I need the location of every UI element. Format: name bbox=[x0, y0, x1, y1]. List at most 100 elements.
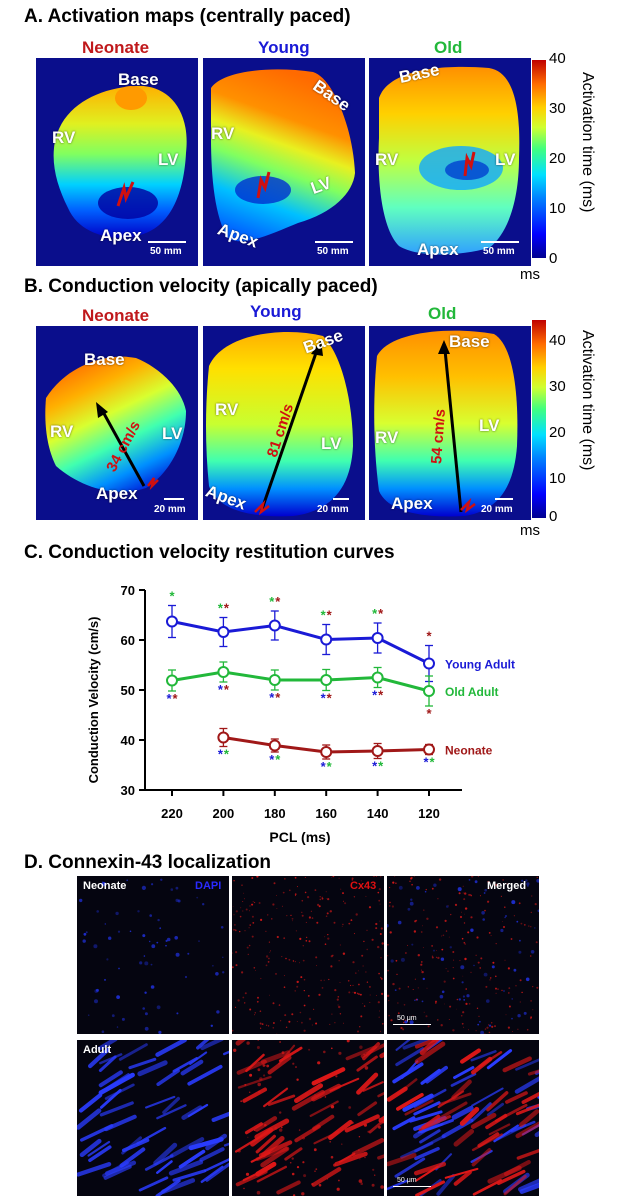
x-tick-label: 160 bbox=[315, 806, 337, 821]
significance-star: * bbox=[269, 594, 275, 609]
section-d-title: D. Connexin-43 localization bbox=[24, 852, 272, 873]
colorbar-a bbox=[532, 60, 546, 258]
significance-star: * bbox=[378, 688, 384, 703]
data-point bbox=[423, 657, 435, 670]
y-tick-label: 50 bbox=[121, 683, 135, 698]
label-rv: RV bbox=[375, 150, 399, 169]
colorbar-a-tick: 40 bbox=[549, 50, 566, 67]
group-label-old-a: Old bbox=[434, 38, 463, 57]
scale-bar bbox=[164, 498, 184, 500]
scale-bar bbox=[333, 498, 349, 500]
y-tick-label: 60 bbox=[121, 633, 135, 648]
scale-text: 20 mm bbox=[154, 504, 186, 515]
colorbar-a-unit: ms bbox=[520, 266, 540, 283]
colorbar-b-tick: 40 bbox=[549, 332, 566, 349]
if-adult-merged: 50 μm bbox=[387, 1040, 539, 1196]
activation-map-young: Base RV LV Apex 50 mm bbox=[203, 58, 365, 266]
label-lv: LV bbox=[162, 424, 183, 443]
y-tick-label: 70 bbox=[121, 583, 135, 598]
series-line bbox=[171, 620, 430, 665]
data-point bbox=[371, 671, 384, 684]
if-scale-text: 50 μm bbox=[397, 1015, 417, 1022]
scale-bar bbox=[481, 241, 519, 243]
cv-map-neonate: Base RV LV Apex 34 cm/s 20 mm bbox=[36, 326, 198, 520]
data-point bbox=[320, 633, 333, 646]
colorbar-b-tick: 10 bbox=[549, 470, 566, 487]
scale-text: 20 mm bbox=[481, 504, 513, 515]
group-label-neonate-a: Neonate bbox=[82, 38, 150, 57]
section-b-title: B. Conduction velocity (apically paced) bbox=[24, 276, 378, 297]
x-tick-label: 120 bbox=[418, 806, 440, 821]
label-apex: Apex bbox=[417, 240, 459, 259]
x-tick-label: 220 bbox=[161, 806, 183, 821]
colorbar-b-tick: 30 bbox=[549, 378, 566, 395]
group-label-old-b: Old bbox=[428, 304, 457, 323]
cv-map-young: Base RV LV Apex 81 cm/s 20 mm bbox=[203, 326, 365, 520]
colorbar-a-tick: 10 bbox=[549, 200, 566, 217]
if-scale-bar bbox=[393, 1186, 431, 1187]
significance-star: * bbox=[169, 589, 175, 604]
group-label-neonate-b: Neonate bbox=[82, 306, 150, 325]
label-lv: LV bbox=[158, 150, 179, 169]
data-point bbox=[320, 674, 333, 686]
if-neonate-cx43: Cx43 bbox=[232, 876, 384, 1034]
significance-star: * bbox=[372, 688, 378, 703]
colorbar-a-title: Activation time (ms) bbox=[579, 72, 596, 213]
scale-bar bbox=[495, 498, 513, 500]
significance-star: * bbox=[218, 601, 224, 616]
data-point bbox=[166, 674, 178, 687]
series-label: Neonate bbox=[445, 744, 493, 758]
y-tick-label: 40 bbox=[121, 733, 135, 748]
significance-star: * bbox=[269, 690, 275, 705]
label-base: Base bbox=[449, 332, 490, 351]
activation-map-neonate: Base RV LV Apex 50 mm bbox=[36, 58, 198, 266]
data-point bbox=[268, 674, 281, 686]
significance-star: * bbox=[327, 608, 333, 623]
label-rv: RV bbox=[50, 422, 74, 441]
significance-star: * bbox=[327, 759, 333, 774]
group-label-young-a: Young bbox=[258, 38, 310, 57]
significance-star: * bbox=[372, 759, 378, 774]
data-point bbox=[268, 619, 281, 632]
scale-text: 20 mm bbox=[317, 504, 349, 515]
section-a-title: A. Activation maps (centrally paced) bbox=[24, 6, 351, 27]
colorbar-b-unit: ms bbox=[520, 522, 540, 539]
label-lv: LV bbox=[479, 416, 500, 435]
significance-star: * bbox=[275, 752, 281, 767]
colorbar-b-tick: 0 bbox=[549, 508, 558, 525]
label-rv: RV bbox=[375, 428, 399, 447]
colorbar-a-tick: 0 bbox=[549, 250, 558, 267]
significance-star: * bbox=[218, 682, 224, 697]
cv-restitution-chart: Conduction Velocity (cm/s) PCL (ms) 30 40… bbox=[86, 583, 515, 845]
label-apex: Apex bbox=[96, 484, 138, 503]
colorbar-a-tick: 20 bbox=[549, 150, 566, 167]
significance-star: * bbox=[426, 706, 432, 721]
significance-star: * bbox=[275, 690, 281, 705]
significance-star: * bbox=[378, 759, 384, 774]
significance-star: * bbox=[372, 606, 378, 621]
label-base: Base bbox=[84, 350, 125, 369]
significance-star: * bbox=[218, 747, 224, 762]
significance-star: * bbox=[224, 747, 230, 762]
y-axis-title: Conduction Velocity (cm/s) bbox=[86, 617, 101, 784]
data-point bbox=[166, 615, 178, 628]
significance-star: * bbox=[224, 682, 230, 697]
colorbar-b-tick: 20 bbox=[549, 424, 566, 441]
data-point bbox=[268, 739, 281, 752]
significance-star: * bbox=[166, 691, 172, 706]
significance-star: * bbox=[224, 601, 230, 616]
data-point bbox=[217, 731, 230, 744]
label-rv: RV bbox=[215, 400, 239, 419]
y-tick-label: 30 bbox=[121, 783, 135, 798]
label-rv: RV bbox=[52, 128, 76, 147]
significance-star: * bbox=[327, 691, 333, 706]
significance-star: * bbox=[426, 629, 432, 644]
if-neonate-merged: Merged 50 μm bbox=[387, 876, 539, 1034]
significance-star: * bbox=[275, 594, 281, 609]
scale-text: 50 mm bbox=[483, 246, 515, 257]
significance-star: * bbox=[321, 691, 327, 706]
label-base: Base bbox=[118, 70, 159, 89]
scale-text: 50 mm bbox=[150, 246, 182, 257]
x-axis-title: PCL (ms) bbox=[269, 829, 330, 845]
colorbar-b-title: Activation time (ms) bbox=[579, 330, 596, 471]
